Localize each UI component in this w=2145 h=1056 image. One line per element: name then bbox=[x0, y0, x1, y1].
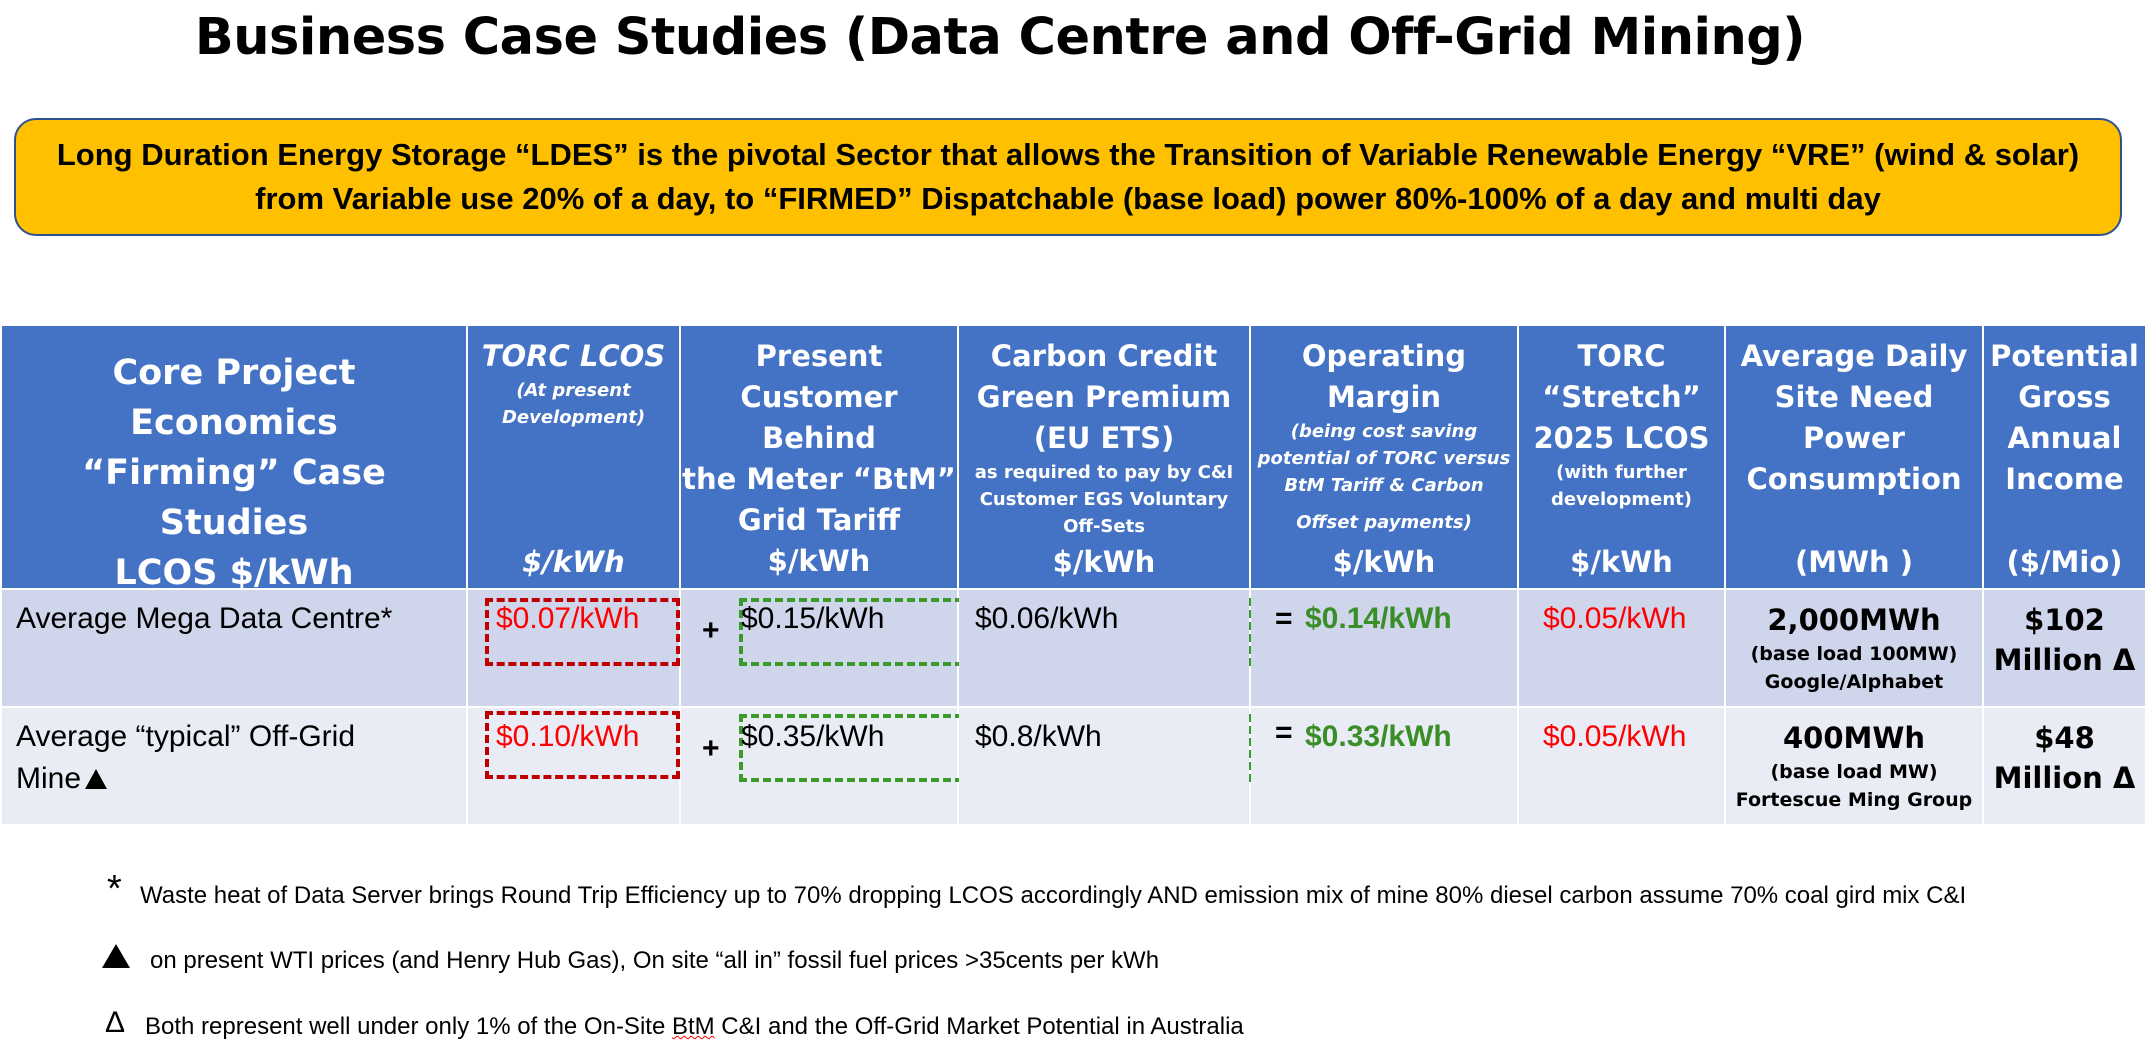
header-gross-income: Potential Gross Annual Income ($/Mio) bbox=[1982, 324, 2145, 590]
footnote-asterisk: Waste heat of Data Server brings Round T… bbox=[140, 882, 1967, 909]
header-daily-consumption: Average Daily Site Need Power Consumptio… bbox=[1724, 324, 1984, 590]
torc-lcos-cell: $0.10/kWh bbox=[466, 706, 681, 826]
table-row: Average “typical” Off-Grid Mine $0.10/kW… bbox=[0, 706, 2145, 826]
carbon-cell: $0.8/kWh bbox=[957, 706, 1251, 826]
header-row: Core Project Economics “Firming” Case St… bbox=[0, 324, 2145, 593]
torc-lcos-highlight-box bbox=[485, 598, 680, 666]
triangle-icon bbox=[85, 769, 108, 789]
torc-lcos-cell: $0.07/kWh bbox=[466, 588, 681, 708]
header-torc-lcos: TORC LCOS (At present Development) $/kWh bbox=[466, 324, 681, 590]
case-study-table: Core Project Economics “Firming” Case St… bbox=[0, 324, 2145, 826]
header-carbon-credit: Carbon Credit Green Premium (EU ETS) as … bbox=[957, 324, 1251, 590]
tariff-cell: + $0.35/kWh bbox=[679, 706, 1251, 826]
daily-cell: 2,000MWh (base load 100MW) Google/Alphab… bbox=[1724, 588, 1984, 708]
stretch-cell: $0.05/kWh bbox=[1517, 706, 1726, 826]
triangle-icon bbox=[102, 944, 130, 968]
header-torc-stretch: TORC “Stretch” 2025 LCOS (with further d… bbox=[1517, 324, 1726, 590]
header-present-tariff: Present Customer Behind the Meter “BtM” … bbox=[679, 324, 959, 590]
row-name-cell: Average Mega Data Centre* bbox=[0, 588, 468, 708]
row-name-cell: Average “typical” Off-Grid Mine bbox=[0, 706, 468, 826]
income-cell: $48 Million Δ bbox=[1982, 706, 2145, 826]
margin-cell: = $0.33/kWh bbox=[1249, 706, 1519, 826]
margin-cell: = $0.14/kWh bbox=[1249, 588, 1519, 708]
carbon-cell: $0.06/kWh bbox=[957, 588, 1251, 708]
delta-symbol: Δ bbox=[105, 1006, 126, 1039]
table-row: Average Mega Data Centre* $0.07/kWh + $0… bbox=[0, 588, 2145, 708]
footnote-triangle: on present WTI prices (and Henry Hub Gas… bbox=[150, 947, 1160, 974]
tariff-cell: + $0.15/kWh bbox=[679, 588, 1251, 708]
header-operating-margin: Operating Margin (being cost saving pote… bbox=[1249, 324, 1519, 590]
asterisk-symbol: * bbox=[107, 868, 122, 910]
torc-lcos-highlight-box bbox=[485, 711, 680, 779]
page-title: Business Case Studies (Data Centre and O… bbox=[194, 8, 1806, 67]
footnote-delta: Both represent well under only 1% of the… bbox=[145, 1013, 1244, 1040]
ldes-banner: Long Duration Energy Storage “LDES” is t… bbox=[14, 118, 2122, 236]
stretch-cell: $0.05/kWh bbox=[1517, 588, 1726, 708]
daily-cell: 400MWh (base load MW) Fortescue Ming Gro… bbox=[1724, 706, 1984, 826]
income-cell: $102 Million Δ bbox=[1982, 588, 2145, 708]
header-core-project: Core Project Economics “Firming” Case St… bbox=[0, 324, 468, 593]
